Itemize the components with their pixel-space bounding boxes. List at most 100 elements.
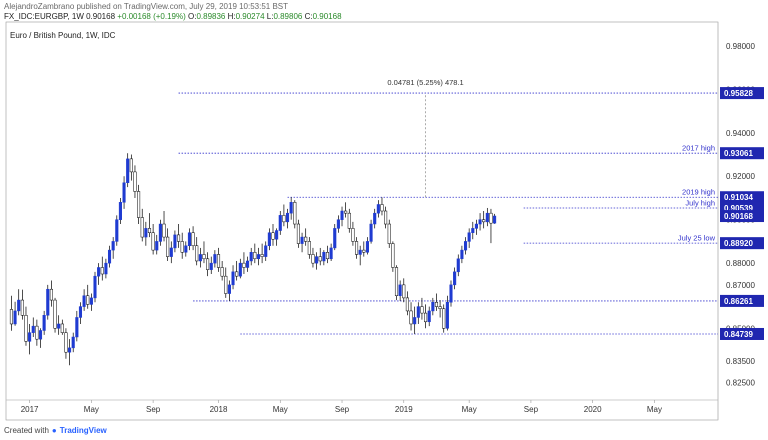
candle-body xyxy=(35,325,39,340)
candle-body xyxy=(187,232,191,247)
price-label-text: 0.93061 xyxy=(724,149,753,158)
candle-body xyxy=(380,204,384,212)
candle-body xyxy=(329,247,333,260)
candle-body xyxy=(362,249,366,253)
candle-body xyxy=(78,306,83,318)
candle-body xyxy=(238,262,242,277)
candle-body xyxy=(358,249,362,255)
candles xyxy=(9,153,497,366)
y-tick-label: 0.92000 xyxy=(726,172,755,181)
open-label: O: xyxy=(188,12,197,21)
candle-body xyxy=(100,267,104,275)
price-label-text: 0.86261 xyxy=(724,297,753,306)
candle-body xyxy=(267,232,271,247)
candle-body xyxy=(355,241,359,255)
candle-body xyxy=(38,330,43,340)
candle-body xyxy=(391,243,395,268)
candle-body xyxy=(394,267,399,296)
candle-body xyxy=(184,245,188,253)
candle-body xyxy=(482,219,486,223)
candle-body xyxy=(169,247,173,257)
candle-body xyxy=(493,215,497,224)
price-label-text: 0.88920 xyxy=(724,239,753,248)
candle-body xyxy=(129,158,133,173)
y-tick-label: 0.94000 xyxy=(726,129,755,138)
close-value: 0.90168 xyxy=(312,12,342,21)
candle-body xyxy=(17,299,21,312)
candle-body xyxy=(57,323,61,329)
candle-body xyxy=(216,254,221,268)
candle-body xyxy=(162,223,166,238)
candle-body xyxy=(246,260,250,268)
x-tick-label: Sep xyxy=(146,405,161,414)
candle-body xyxy=(344,210,348,214)
candle-body xyxy=(224,275,228,294)
candle-body xyxy=(118,202,122,220)
candle-body xyxy=(31,325,35,333)
candle-body xyxy=(195,245,199,262)
candle-body xyxy=(336,219,340,229)
level-label: 2019 high xyxy=(682,188,715,197)
candle-body xyxy=(264,245,268,257)
x-tick-label: Sep xyxy=(524,405,539,414)
measure-tool: 0.04781 (5.25%) 478.1 xyxy=(387,78,464,198)
candle-body xyxy=(220,267,224,277)
candle-body xyxy=(13,310,17,325)
candle-body xyxy=(282,215,286,223)
publisher-line: AlejandroZambrano published on TradingVi… xyxy=(4,2,289,11)
candle-body xyxy=(147,228,152,233)
candle-body xyxy=(49,288,53,301)
candle-body xyxy=(242,262,246,268)
y-tick-label: 0.87000 xyxy=(726,281,755,290)
low-label: L: xyxy=(266,12,274,21)
price-label-bg xyxy=(720,237,764,250)
candle-body xyxy=(398,284,402,296)
price-label-bg xyxy=(720,327,764,340)
level-label: 2017 high xyxy=(682,144,715,153)
candle-body xyxy=(253,252,257,260)
price-label-text: 0.90168 xyxy=(724,212,753,221)
candle-body xyxy=(177,234,181,242)
y-tick-label: 0.83500 xyxy=(726,357,755,366)
candle-body xyxy=(68,347,72,353)
candle-body xyxy=(453,271,457,286)
candle-body xyxy=(227,284,231,294)
candle-body xyxy=(460,249,464,260)
candle-body xyxy=(104,262,108,275)
candle-body xyxy=(111,241,115,251)
candle-body xyxy=(86,295,90,305)
chart-border xyxy=(5,21,719,421)
x-tick-label: 2018 xyxy=(210,405,228,414)
candle-body xyxy=(278,215,282,231)
candle-body xyxy=(71,336,75,349)
candle-body xyxy=(9,309,13,325)
candle-body xyxy=(137,191,141,218)
candle-body xyxy=(307,241,311,255)
level-label: July 25 low xyxy=(678,234,716,243)
candle-body xyxy=(438,306,442,310)
candle-body xyxy=(471,228,475,233)
candle-body xyxy=(213,254,217,264)
candle-body xyxy=(166,236,170,257)
candle-body xyxy=(413,317,417,325)
candle-body xyxy=(20,299,24,316)
candle-body xyxy=(304,236,308,242)
low-value: 0.89806 xyxy=(273,12,303,21)
x-tick-label: 2019 xyxy=(395,405,413,414)
candle-body xyxy=(485,212,489,223)
y-tick-label: 0.98000 xyxy=(726,42,755,51)
chart-canvas[interactable]: Euro / British Pound, 1W, IDC 2017 high2… xyxy=(0,0,768,424)
x-tick-label: May xyxy=(462,405,477,414)
candle-body xyxy=(376,204,380,214)
candle-body xyxy=(373,212,377,225)
candle-body xyxy=(115,219,119,242)
candle-body xyxy=(256,254,261,260)
candle-body xyxy=(122,182,126,203)
candle-body xyxy=(202,254,206,260)
candle-body xyxy=(318,256,322,262)
footer-brand[interactable]: TradingView xyxy=(59,426,107,435)
candle-body xyxy=(249,252,253,262)
level-label: July high xyxy=(685,198,715,207)
